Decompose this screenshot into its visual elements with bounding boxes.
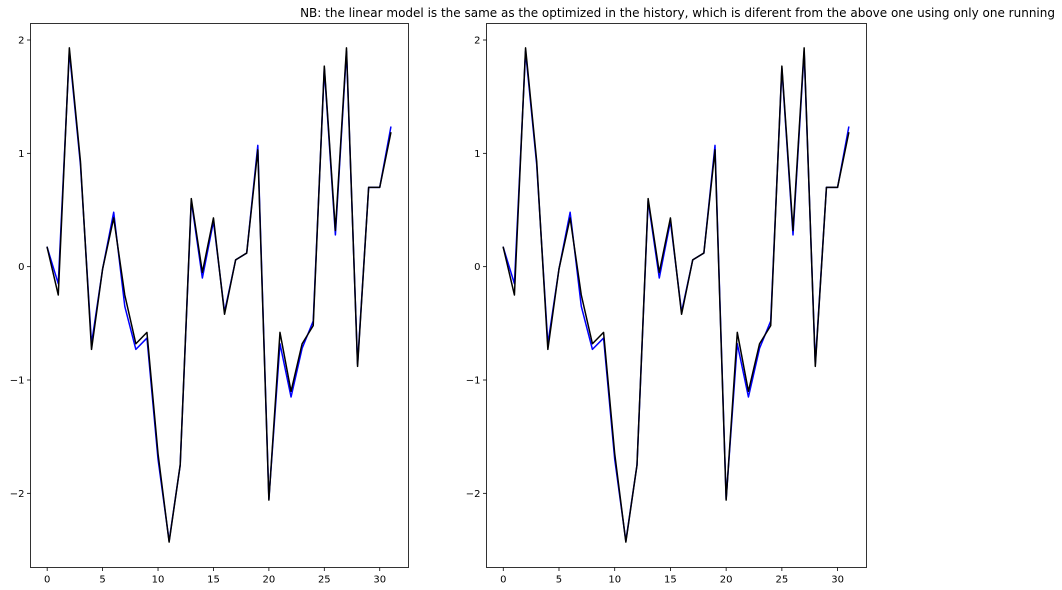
right-x-tick-label-10: 10	[608, 575, 621, 586]
left-series-line-2	[46, 47, 392, 543]
right-x-tick-label-0: 0	[500, 575, 506, 586]
figure-suptitle: NB: the linear model is the same as the …	[300, 6, 1055, 20]
right-x-tick-label-20: 20	[720, 575, 733, 586]
left-x-tick-label-5: 5	[99, 575, 105, 586]
left-x-tick-label-0: 0	[44, 575, 50, 586]
left-y-tick-label--2: −2	[10, 489, 25, 500]
left-axes-frame	[30, 23, 409, 568]
left-x-tick-label-25: 25	[318, 575, 331, 586]
right-y-tick-label--1: −1	[466, 376, 481, 387]
left-y-tick-label--1: −1	[10, 376, 25, 387]
right-series-line-2	[502, 47, 850, 543]
left-subplot: 0 5 10 15 20 25 30 −2 −1 0 1 2	[10, 23, 409, 586]
right-x-tick-label-5: 5	[556, 575, 562, 586]
left-x-tick-label-10: 10	[152, 575, 165, 586]
right-subplot: 0 5 10 15 20 25 30 −2 −1 0 1 2	[466, 23, 867, 586]
right-x-tick-label-15: 15	[664, 575, 677, 586]
right-x-tick-label-25: 25	[775, 575, 788, 586]
left-x-tick-label-15: 15	[207, 575, 220, 586]
left-x-tick-label-20: 20	[263, 575, 276, 586]
right-y-tick-label--2: −2	[466, 489, 481, 500]
left-y-tick-label-2: 2	[18, 36, 24, 47]
left-x-tick-label-30: 30	[373, 575, 386, 586]
right-x-tick-label-30: 30	[831, 575, 844, 586]
left-y-tick-label-0: 0	[18, 262, 24, 273]
right-y-tick-label-0: 0	[474, 262, 480, 273]
right-y-tick-label-1: 1	[474, 149, 480, 160]
right-y-tick-label-2: 2	[474, 36, 480, 47]
right-axes-frame	[486, 23, 867, 568]
left-y-tick-label-1: 1	[18, 149, 24, 160]
